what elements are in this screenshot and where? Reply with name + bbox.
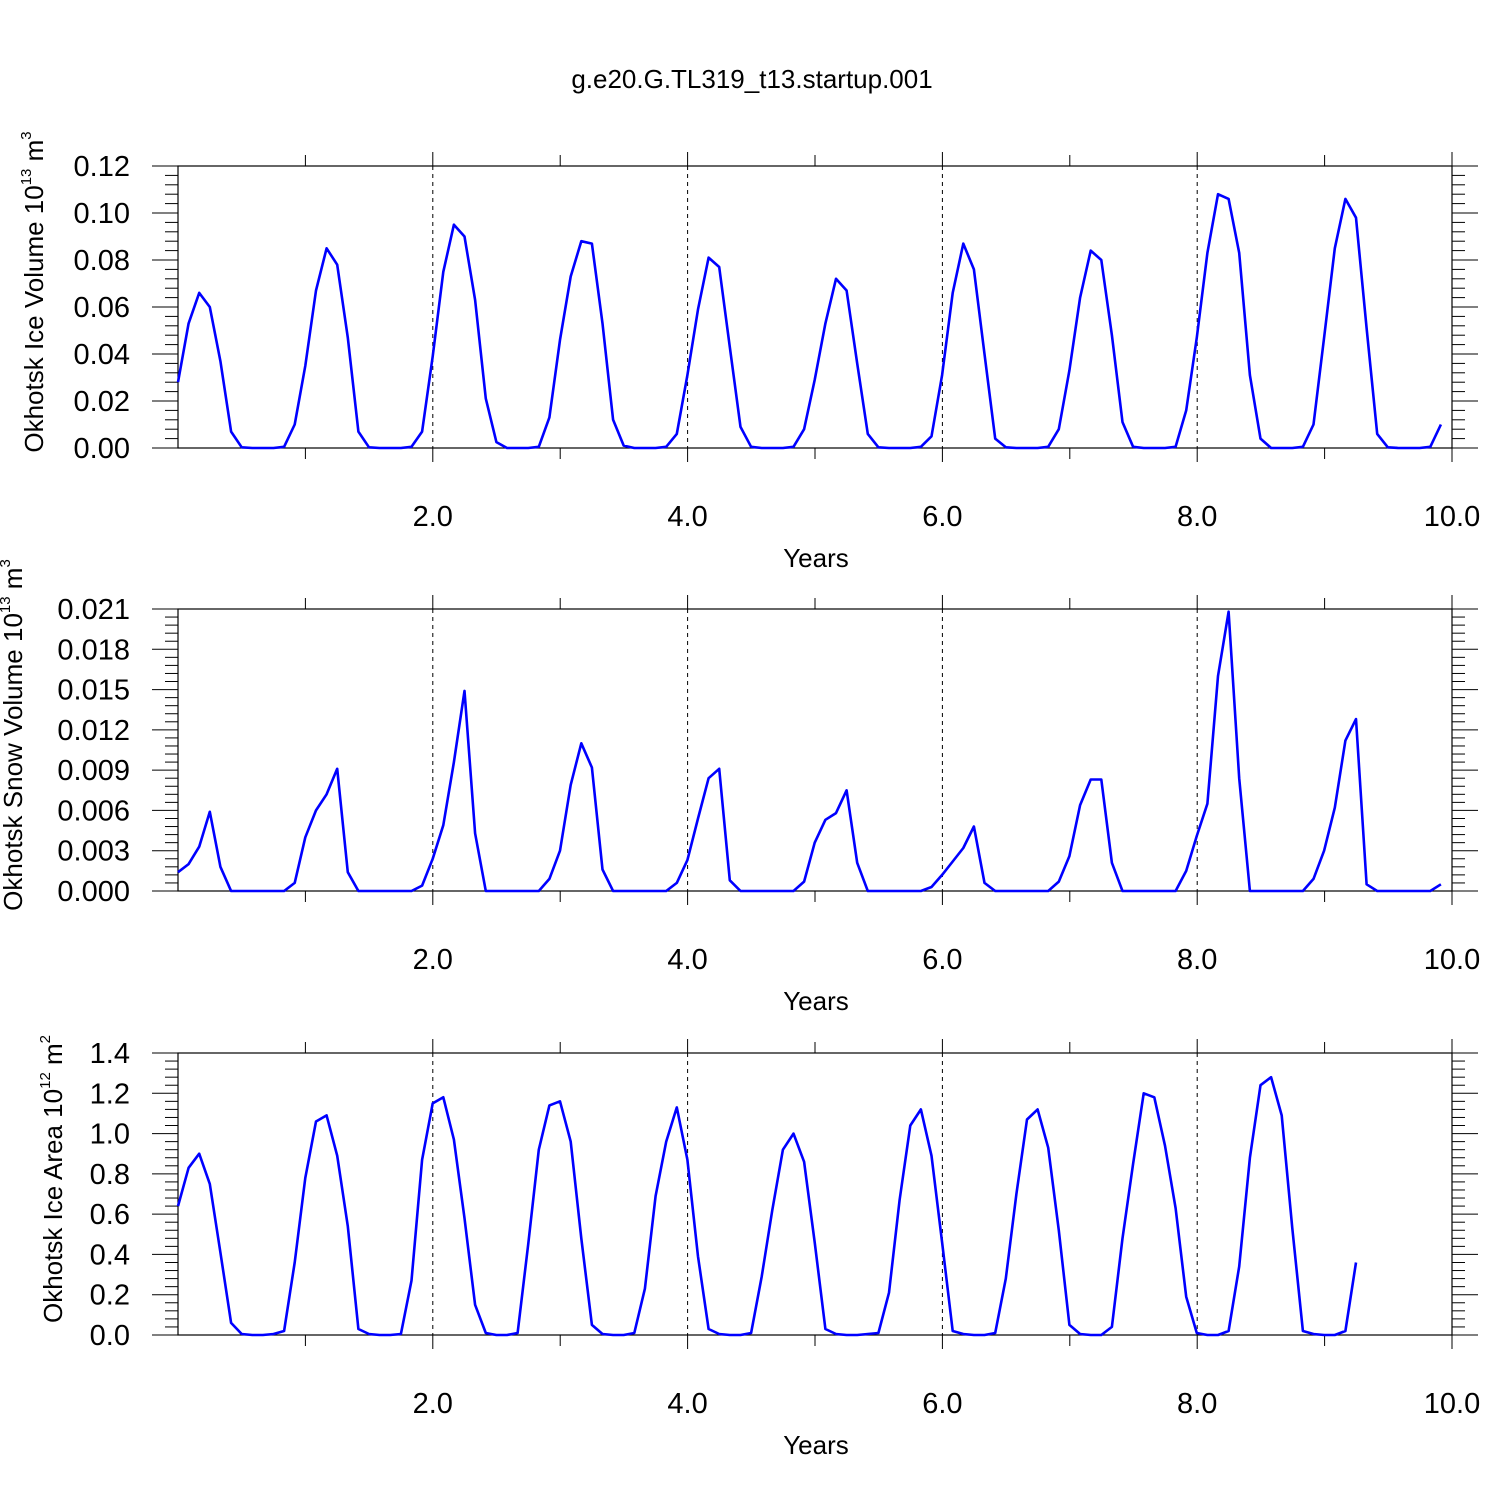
x-tick-label: 4.0 — [667, 501, 707, 533]
y-tick-label: 0.006 — [57, 795, 130, 827]
x-tick-label: 10.0 — [1424, 944, 1480, 976]
x-tick-label: 10.0 — [1424, 1388, 1480, 1420]
y-axis-label-exponent: 13 — [18, 169, 35, 186]
x-tick-label: 6.0 — [922, 1388, 962, 1420]
y-tick-label: 0.08 — [74, 245, 130, 277]
y-tick-label: 0.4 — [90, 1239, 130, 1271]
x-tick-label: 6.0 — [922, 944, 962, 976]
chart-title: g.e20.G.TL319_t13.startup.001 — [571, 64, 932, 94]
y-tick-label: 0.018 — [57, 634, 130, 666]
y-axis-label: Okhotsk Ice Area 1012 m2 — [37, 1035, 68, 1323]
y-tick-label: 0.02 — [74, 386, 130, 418]
y-axis-label: Okhotsk Ice Volume 1013 m3 — [18, 131, 49, 452]
x-tick-label: 8.0 — [1177, 1388, 1217, 1420]
y-axis-label-exponent: 12 — [37, 1072, 54, 1089]
y-tick-label: 0.6 — [90, 1199, 130, 1231]
y-tick-label: 0.021 — [57, 594, 130, 626]
y-tick-label: 1.0 — [90, 1119, 130, 1151]
series-line — [177, 610, 1442, 893]
y-tick-label: 0.015 — [57, 675, 130, 707]
y-tick-label: 1.4 — [90, 1038, 130, 1070]
x-tick-label: 4.0 — [667, 944, 707, 976]
y-tick-label: 0.10 — [74, 198, 130, 230]
panel-ice-volume: 2.0 4.0 6.0 8.0 10.0 Years 0.00 0.02 0.04 0.06 0.0… — [18, 131, 1480, 573]
x-tick-label: 2.0 — [413, 501, 453, 533]
plot-frame — [177, 608, 1453, 892]
x-tick-label: 4.0 — [667, 1388, 707, 1420]
y-axis-label-unit: m — [38, 1043, 68, 1072]
y-tick-label: 0.003 — [57, 836, 130, 868]
panel-ice-area: 2.0 4.0 6.0 8.0 10.0 Years 0.0 0.2 0.4 0.6 0.8 1.0 1… — [37, 1035, 1480, 1460]
x-tick-label: 2.0 — [413, 1388, 453, 1420]
y-axis-label-text: Okhotsk Ice Volume 10 — [19, 185, 49, 452]
x-axis-label: Years — [783, 986, 849, 1016]
y-tick-label: 0.012 — [57, 715, 130, 747]
y-tick-label: 0.000 — [57, 876, 130, 908]
x-axis-label: Years — [783, 543, 849, 573]
x-tick-label: 8.0 — [1177, 944, 1217, 976]
y-axis-label-text: Okhotsk Ice Area 10 — [38, 1089, 68, 1323]
y-tick-label: 0.00 — [74, 433, 130, 465]
y-tick-label: 0.06 — [74, 292, 130, 324]
x-tick-label: 8.0 — [1177, 501, 1217, 533]
y-axis-label-unit-exponent: 3 — [0, 559, 14, 567]
y-axis-label-unit: m — [0, 568, 28, 597]
y-tick-label: 0.0 — [90, 1320, 130, 1352]
y-tick-label: 1.2 — [90, 1078, 130, 1110]
panel-snow-volume: 2.0 4.0 6.0 8.0 10.0 Years 0.000 0.003 0.006 0.00… — [0, 559, 1480, 1016]
x-tick-label: 6.0 — [922, 501, 962, 533]
x-axis-label: Years — [783, 1430, 849, 1460]
y-axis-label-exponent: 13 — [0, 596, 14, 613]
y-axis-label-unit-exponent: 3 — [18, 131, 35, 139]
x-tick-label: 10.0 — [1424, 501, 1480, 533]
series-line — [176, 192, 1443, 450]
y-tick-label: 0.2 — [90, 1280, 130, 1312]
y-axis-label-text: Okhotsk Snow Volume 10 — [0, 613, 28, 911]
y-axis-label-unit-exponent: 2 — [37, 1035, 54, 1043]
series-line — [176, 1075, 1358, 1337]
plot-frame — [177, 1052, 1453, 1336]
y-tick-label: 0.009 — [57, 755, 130, 787]
plot-frame — [177, 165, 1453, 449]
y-tick-label: 0.12 — [74, 151, 130, 183]
y-tick-label: 0.8 — [90, 1159, 130, 1191]
x-tick-label: 2.0 — [413, 944, 453, 976]
y-tick-label: 0.04 — [74, 339, 130, 371]
y-axis-label-unit: m — [19, 140, 49, 169]
y-axis-label: Okhotsk Snow Volume 1013 m3 — [0, 559, 28, 911]
